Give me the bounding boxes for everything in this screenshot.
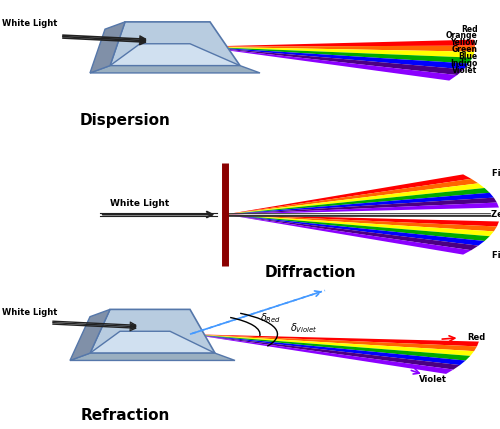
Polygon shape — [110, 44, 240, 66]
Polygon shape — [225, 179, 478, 214]
Polygon shape — [90, 331, 215, 353]
Text: White Light: White Light — [2, 19, 58, 28]
Polygon shape — [190, 334, 460, 369]
Polygon shape — [200, 47, 472, 63]
Text: Orange: Orange — [446, 31, 478, 40]
Polygon shape — [225, 214, 497, 231]
Polygon shape — [200, 47, 474, 57]
Polygon shape — [190, 334, 470, 360]
Polygon shape — [200, 45, 475, 51]
Polygon shape — [70, 353, 235, 360]
Text: Red: Red — [461, 25, 477, 33]
Polygon shape — [200, 47, 469, 69]
Polygon shape — [225, 188, 489, 214]
Polygon shape — [200, 47, 464, 75]
Polygon shape — [225, 198, 497, 214]
Polygon shape — [225, 214, 489, 241]
Text: Green: Green — [452, 45, 477, 54]
Polygon shape — [90, 22, 125, 73]
Polygon shape — [225, 214, 472, 254]
Polygon shape — [225, 174, 472, 214]
Text: $\delta_{Red}$: $\delta_{Red}$ — [260, 311, 281, 325]
Polygon shape — [190, 334, 466, 365]
Polygon shape — [190, 334, 454, 374]
Text: Violet: Violet — [418, 375, 446, 384]
Text: First order: First order — [492, 169, 500, 178]
Text: First order: First order — [492, 251, 500, 260]
Polygon shape — [225, 214, 499, 227]
Polygon shape — [200, 40, 475, 47]
Polygon shape — [225, 214, 478, 250]
Text: Diffraction: Diffraction — [264, 265, 356, 280]
Polygon shape — [70, 309, 110, 360]
Polygon shape — [190, 334, 479, 346]
Polygon shape — [190, 334, 477, 351]
Polygon shape — [190, 334, 474, 356]
Text: Indigo: Indigo — [450, 59, 477, 68]
Text: $\delta_{Violet}$: $\delta_{Violet}$ — [290, 321, 318, 335]
Polygon shape — [225, 214, 494, 236]
Text: Red: Red — [467, 332, 485, 341]
Text: Refraction: Refraction — [80, 408, 170, 423]
Polygon shape — [90, 66, 260, 73]
Text: White Light: White Light — [110, 199, 170, 208]
Polygon shape — [225, 202, 499, 214]
Polygon shape — [225, 183, 484, 214]
Text: Dispersion: Dispersion — [80, 113, 170, 128]
Text: Blue: Blue — [458, 52, 477, 61]
Polygon shape — [110, 22, 240, 66]
Text: Violet: Violet — [452, 66, 477, 75]
Polygon shape — [200, 47, 457, 81]
Polygon shape — [225, 193, 494, 214]
Polygon shape — [90, 309, 215, 353]
Text: Zero order: Zero order — [491, 210, 500, 219]
Text: Yellow: Yellow — [450, 38, 477, 47]
Polygon shape — [225, 214, 484, 246]
Text: White Light: White Light — [2, 308, 58, 317]
